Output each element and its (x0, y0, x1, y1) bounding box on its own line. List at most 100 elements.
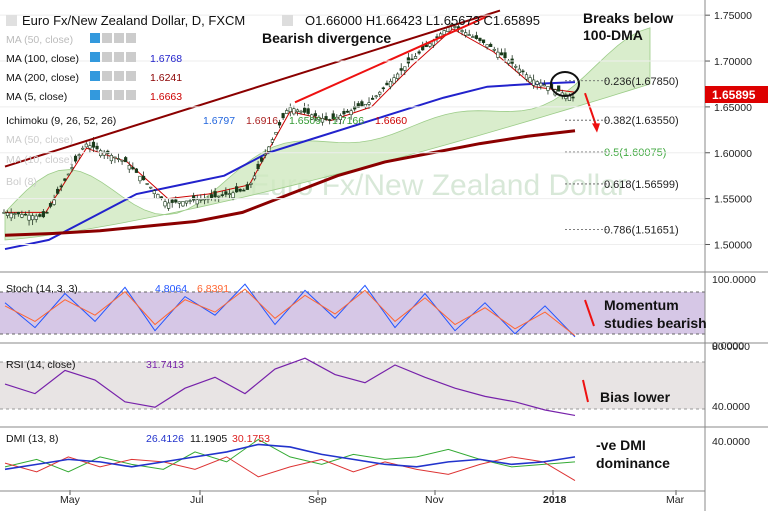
candle-body (48, 203, 53, 207)
candle-body (338, 115, 342, 121)
annotation-momentum-line1: Momentum (604, 297, 679, 313)
collapse-icon[interactable] (6, 15, 17, 26)
candle-body (331, 113, 335, 120)
candle-body (192, 195, 196, 201)
candle-body (16, 211, 20, 215)
candle-body (238, 188, 242, 192)
candle-body (20, 214, 24, 218)
ichimoku-value: 1.6797 (203, 115, 235, 127)
candle-body (252, 175, 257, 180)
price-axis-background (705, 0, 768, 511)
indicator-tool-icon (90, 33, 100, 43)
fib-label: 0.236(1.67850) (604, 76, 679, 88)
ichimoku-cloud (4, 27, 651, 241)
candle-body (496, 51, 500, 58)
indicator-tool-icon (102, 52, 112, 62)
candle-body (174, 199, 178, 203)
rsi-axis-label: 80.0000 (712, 341, 750, 353)
dmi-axis-label: 40.0000 (712, 436, 750, 448)
candle-body (95, 145, 99, 150)
candle-body (478, 37, 482, 41)
candle-body (120, 159, 124, 162)
indicator-value: 1.6241 (150, 72, 182, 84)
dmi-minus-value: 11.1905 (190, 433, 227, 445)
candle-body (113, 156, 117, 159)
candle-body (23, 213, 28, 216)
y-tick-label: 1.65000 (714, 102, 752, 114)
indicator-tool-icon (114, 33, 124, 43)
candle-body (188, 200, 192, 202)
indicator-tool-icon (90, 52, 100, 62)
chart-title: Euro Fx/New Zealand Dollar, D, FXCM (22, 13, 245, 28)
candle-body (399, 68, 403, 71)
candle-body (306, 108, 310, 114)
stoch-k-value: 4.8064 (155, 283, 187, 295)
ichimoku-value: 1.7166 (332, 115, 364, 127)
candle-body (45, 211, 49, 214)
faded-indicator-label: MA (10, close) (6, 154, 73, 166)
indicator-label: MA (100, close) (6, 53, 79, 65)
rsi-arrow (582, 379, 589, 403)
candle-body (38, 214, 42, 217)
faded-indicator-label: MA (50, close) (6, 134, 73, 146)
candle-body (370, 97, 375, 100)
annotation-dmi-line2: dominance (596, 455, 670, 471)
ichimoku-value: 1.6916 (246, 115, 278, 127)
main-price-panel (2, 9, 651, 251)
candle-body (13, 213, 17, 215)
candle-body (145, 183, 149, 185)
candle-body (84, 143, 88, 148)
candle-body (260, 157, 264, 162)
candle-body (356, 103, 360, 108)
series-line-ma-100-close- (4, 81, 576, 251)
candle-body (159, 196, 164, 199)
candle-body (453, 26, 457, 28)
x-tick-label: Sep (308, 494, 327, 506)
candle-body (256, 163, 260, 169)
y-tick-label: 1.60000 (714, 148, 752, 160)
indicator-label: MA (200, close) (6, 72, 79, 84)
ichimoku-value: 1.6509 (289, 115, 321, 127)
candle-body (2, 212, 6, 214)
annotation-breaks-below-line1: Breaks below (583, 10, 673, 26)
candle-body (199, 199, 203, 201)
candle-body (378, 91, 382, 95)
candle-body (267, 146, 271, 152)
candle-body (542, 84, 546, 87)
candle-body (141, 175, 146, 181)
x-tick-label: 2018 (543, 494, 567, 506)
divergence-line (294, 14, 491, 104)
eye-icon[interactable] (282, 15, 293, 26)
candle-body (288, 107, 292, 112)
candle-body (70, 167, 74, 169)
candle-body (517, 68, 521, 74)
indicator-tool-icon (126, 52, 136, 62)
candle-body (52, 199, 56, 205)
candle-body (313, 113, 317, 117)
candle-body (317, 116, 321, 120)
dmi-minus-line (4, 456, 576, 481)
candle-body (9, 212, 13, 219)
ichimoku-value: 1.6660 (375, 115, 407, 127)
indicator-value: 1.6663 (150, 91, 182, 103)
candle-body (220, 194, 224, 196)
breakdown-circle (550, 70, 580, 97)
legend-toolbar-icons[interactable] (6, 15, 293, 26)
indicator-tool-icon (126, 90, 136, 100)
candle-body (270, 139, 274, 143)
indicator-tool-icon (114, 71, 124, 81)
candle-body (116, 158, 121, 160)
candle-body (532, 79, 536, 86)
candle-body (546, 86, 550, 91)
candle-body (209, 194, 214, 198)
candle-body (417, 51, 421, 54)
last-price-label: 1.65895 (712, 88, 756, 102)
candle-body (227, 193, 232, 195)
fib-label: 0.382(1.63550) (604, 115, 679, 127)
candle-body (217, 195, 221, 198)
candle-body (528, 77, 532, 83)
ichimoku-label: Ichimoku (9, 26, 52, 26) (6, 115, 116, 127)
candle-body (34, 215, 38, 220)
stoch-d-value: 6.8391 (197, 283, 229, 295)
rsi-panel: RSI (14, close) 31.7413 80.0000 40.0000 (0, 341, 750, 417)
